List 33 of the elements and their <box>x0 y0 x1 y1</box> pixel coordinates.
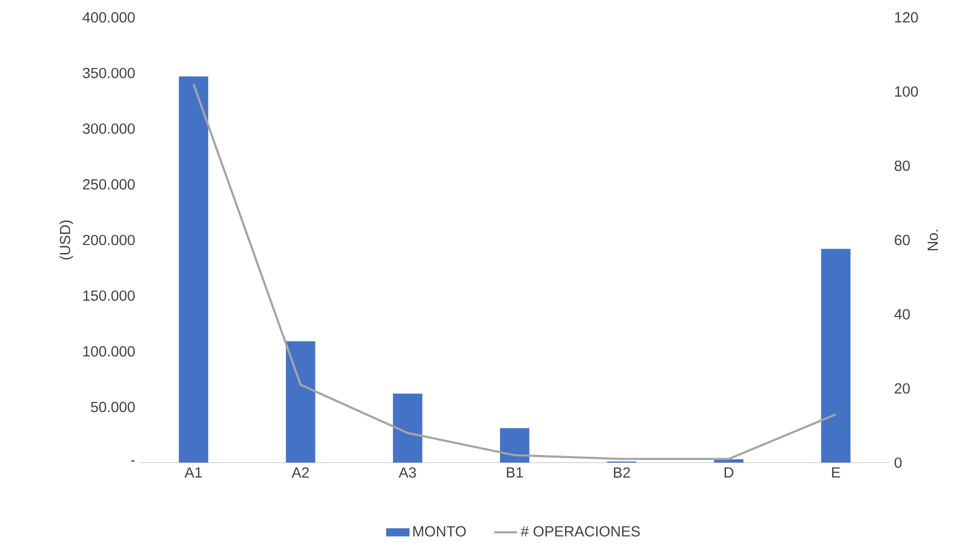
bar <box>392 394 422 463</box>
y2-tick-label: 60 <box>894 234 910 246</box>
x-tick-label: B2 <box>614 467 630 478</box>
y-tick-label: - <box>131 460 135 462</box>
y-tick-label: 100.000 <box>83 346 135 357</box>
y2-axis-title: No. <box>928 230 938 250</box>
y-tick-label: 150.000 <box>83 290 135 301</box>
bar <box>286 341 316 463</box>
bar <box>178 76 208 463</box>
x-tick-label: A3 <box>398 467 416 478</box>
x-tick-label: B1 <box>506 467 523 478</box>
x-tick-label: D <box>724 467 734 478</box>
y-tick-label: 350.000 <box>82 68 135 78</box>
y-tick-label: 400.000 <box>82 12 135 23</box>
bar <box>500 428 530 463</box>
y2-tick-label: 20 <box>894 383 910 394</box>
y-tick-label: 300.000 <box>82 123 135 134</box>
legend-label: MONTO <box>413 526 466 537</box>
x-tick-label: A2 <box>292 467 309 478</box>
y-tick-label: 50.000 <box>91 402 135 412</box>
bar <box>821 248 850 463</box>
line-series <box>192 83 837 460</box>
y2-tick-label: 40 <box>894 309 910 320</box>
legend-label: # OPERACIONES <box>520 526 640 537</box>
y2-tick-label: 80 <box>894 160 910 171</box>
x-tick-label: A1 <box>184 467 202 478</box>
y2-tick-label: 120 <box>895 12 918 23</box>
y-tick-label: 200.000 <box>83 234 135 246</box>
y-tick-label: 250.000 <box>83 179 135 190</box>
y-axis-title: (USD) <box>59 220 74 260</box>
x-tick-label: E <box>832 467 840 478</box>
y2-tick-label: 0 <box>894 457 902 468</box>
y2-tick-label: 100 <box>895 86 918 97</box>
